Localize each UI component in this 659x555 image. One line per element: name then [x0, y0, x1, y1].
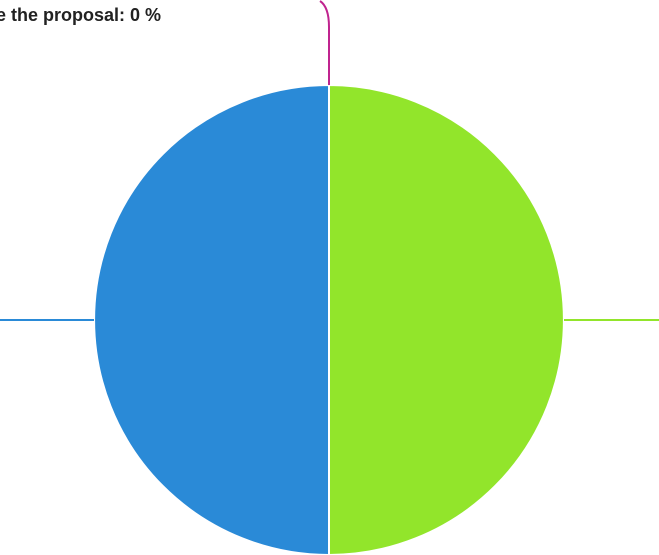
- pie-slice-1: [328, 83, 565, 555]
- slice-label-zero-percent: e the proposal: 0 %: [0, 5, 161, 25]
- leader-lines: [0, 0, 659, 321]
- leader-line-2: [319, 0, 330, 85]
- pie-slices: [93, 83, 565, 555]
- pie-slice-0: [93, 83, 330, 555]
